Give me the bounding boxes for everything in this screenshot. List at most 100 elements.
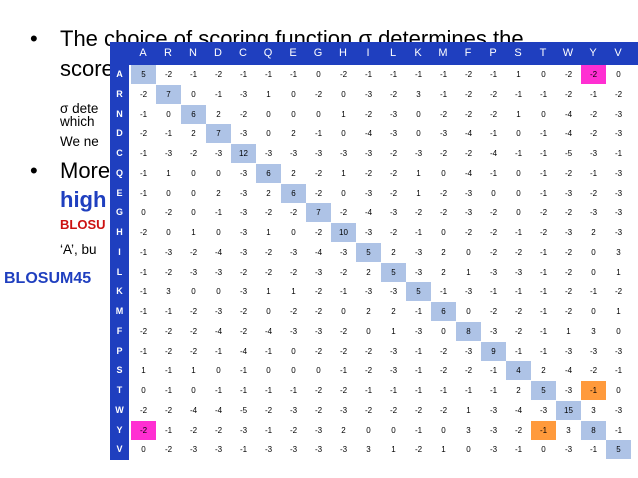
matrix-cell-q-p: -1 [489, 168, 498, 178]
matrix-cell-l-l: 5 [381, 262, 406, 282]
matrix-cell-w-h: -3 [339, 405, 348, 415]
matrix-cell-a-l: -1 [389, 70, 398, 79]
matrix-cell-r-t: -1 [539, 89, 548, 99]
matrix-cell-v-e: -3 [289, 445, 298, 455]
matrix-cell-d-p: -1 [489, 129, 498, 139]
matrix-cell-q-f: -4 [464, 168, 473, 178]
column-label-i: I [366, 47, 370, 59]
matrix-cell-s-r: -1 [164, 366, 173, 376]
matrix-cell-e-y: -2 [589, 188, 598, 198]
matrix-cell-m-k: -1 [414, 307, 423, 316]
matrix-cell-c-m: -2 [439, 149, 448, 158]
matrix-cell-q-t: -1 [539, 168, 548, 178]
matrix-cell-f-f: 8 [456, 321, 481, 341]
matrix-cell-c-d: -3 [214, 149, 223, 158]
matrix-cell-p-r: -2 [164, 346, 173, 356]
column-label-h: H [339, 47, 347, 59]
row-label-s: S [116, 365, 123, 376]
matrix-cell-r-n: 0 [191, 89, 196, 99]
matrix-cell-l-y: 0 [591, 267, 596, 277]
matrix-cell-n-y: -2 [589, 109, 598, 119]
matrix-cell-d-w: -4 [564, 129, 573, 139]
matrix-cell-t-c: -1 [239, 386, 248, 395]
matrix-cell-i-t: -1 [539, 247, 548, 257]
matrix-cell-v-t: 0 [541, 445, 546, 455]
row-label-a: A [116, 69, 123, 79]
matrix-cell-p-e: 0 [291, 346, 296, 356]
matrix-cell-t-m: -1 [439, 386, 448, 395]
matrix-cell-n-k: 0 [416, 109, 421, 119]
matrix-cell-n-d: 2 [216, 109, 221, 119]
matrix-cell-e-n: 0 [191, 188, 196, 198]
matrix-cell-g-p: -2 [489, 208, 498, 218]
matrix-cell-h-g: -2 [314, 228, 323, 237]
matrix-cell-n-e: 0 [291, 109, 296, 119]
matrix-cell-k-n: 0 [191, 287, 196, 297]
matrix-cell-d-i: -4 [364, 129, 373, 139]
matrix-cell-v-s: -1 [514, 445, 523, 455]
matrix-cell-m-h: 0 [341, 307, 346, 316]
row-label-m: M [115, 306, 124, 316]
matrix-cell-l-c: -2 [239, 267, 248, 277]
row-label-w: W [115, 404, 124, 415]
matrix-cell-e-f: -3 [464, 188, 473, 198]
matrix-cell-k-l: -3 [389, 287, 398, 297]
matrix-cell-c-n: -2 [189, 149, 198, 158]
matrix-cell-d-n: 2 [191, 129, 196, 139]
matrix-cell-n-g: 0 [316, 109, 321, 119]
row-label-g: G [115, 207, 123, 218]
matrix-cell-p-n: -2 [189, 346, 198, 356]
matrix-cell-r-d: -1 [214, 89, 223, 99]
matrix-cell-e-k: 1 [416, 188, 421, 198]
matrix-cell-k-h: -1 [339, 287, 348, 297]
matrix-cell-g-w: -2 [564, 208, 573, 218]
matrix-cell-i-e: -3 [289, 247, 298, 257]
matrix-cell-v-y: -1 [589, 445, 598, 455]
matrix-cell-q-m: 0 [441, 168, 446, 178]
matrix-cell-g-s: 0 [516, 208, 521, 218]
matrix-cell-k-s: -1 [514, 287, 523, 297]
matrix-cell-c-a: -1 [139, 149, 148, 158]
column-label-w: W [562, 47, 574, 59]
matrix-cell-s-m: -2 [439, 366, 448, 376]
matrix-cell-r-l: -2 [389, 89, 398, 99]
matrix-cell-y-m: 0 [441, 425, 446, 435]
matrix-cell-a-m: -1 [439, 70, 448, 79]
matrix-cell-v-a: 0 [141, 445, 146, 455]
matrix-cell-k-c: -3 [239, 287, 248, 297]
matrix-cell-d-t: -1 [539, 129, 548, 139]
matrix-cell-v-l: 1 [391, 445, 396, 455]
matrix-cell-d-e: 2 [291, 129, 296, 139]
matrix-cell-y-i: 0 [366, 425, 371, 435]
matrix-cell-w-k: -2 [414, 405, 423, 415]
matrix-cell-f-a: -2 [139, 326, 148, 336]
matrix-cell-k-y: -1 [589, 287, 598, 297]
sub-text-3: We ne [60, 134, 99, 149]
matrix-cell-i-q: -2 [264, 247, 273, 257]
matrix-cell-y-r: -1 [164, 425, 173, 435]
matrix-cell-e-w: -3 [564, 188, 573, 198]
matrix-cell-k-m: -1 [439, 287, 448, 297]
matrix-cell-f-k: -3 [414, 326, 423, 336]
matrix-cell-i-s: -2 [514, 247, 523, 257]
matrix-cell-w-t: -3 [539, 405, 548, 415]
column-label-p: P [489, 47, 497, 59]
matrix-cell-e-m: -2 [439, 188, 448, 198]
matrix-cell-y-e: -2 [289, 425, 298, 435]
matrix-cell-w-d: -4 [214, 405, 223, 415]
column-label-l: L [389, 47, 397, 59]
column-label-n: N [189, 47, 197, 59]
matrix-cell-r-s: -1 [514, 89, 523, 99]
matrix-cell-s-f: -2 [464, 366, 473, 376]
matrix-cell-r-g: -2 [314, 89, 323, 99]
matrix-cell-p-m: -2 [439, 346, 448, 356]
column-label-d: D [214, 47, 222, 59]
matrix-cell-e-l: -2 [389, 188, 398, 198]
matrix-cell-h-v: -3 [614, 228, 623, 237]
matrix-cell-v-w: -3 [564, 445, 573, 455]
matrix-cell-p-c: -4 [239, 346, 248, 356]
matrix-cell-a-c: -1 [239, 70, 248, 79]
column-label-c: C [239, 47, 247, 59]
